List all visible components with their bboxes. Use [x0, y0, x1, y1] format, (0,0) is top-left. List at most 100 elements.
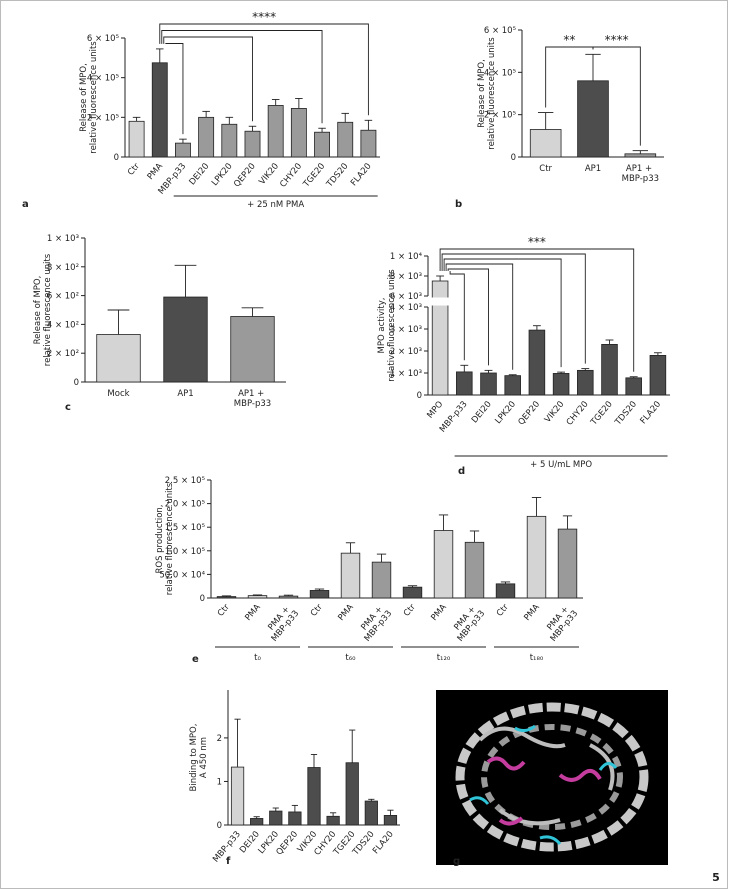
- y-tick-label: 3 × 10³: [390, 325, 422, 335]
- bar: [456, 371, 473, 396]
- bar: [495, 583, 516, 599]
- y-tick-label: 4 × 10⁵: [87, 74, 119, 84]
- y-tick-label: 0: [417, 391, 422, 401]
- axis-break: [429, 297, 671, 306]
- helix-ring: [481, 724, 623, 830]
- x-tick-label: PMA + MBP-p33: [355, 603, 394, 644]
- bar: [269, 810, 283, 826]
- panel-letter: a: [22, 199, 29, 210]
- x-tick-label: Ctr: [126, 161, 142, 178]
- bar: [230, 316, 275, 383]
- x-tick-label: AP1: [177, 389, 193, 399]
- x-tick-label: LPK20: [210, 162, 235, 189]
- x-tick-label: FLA20: [371, 830, 396, 857]
- x-tick-label: LPK20: [493, 400, 518, 427]
- x-tick-label: MPO: [425, 399, 445, 420]
- y-axis-label: Binding to MPO,: [189, 724, 199, 792]
- bar: [309, 590, 330, 599]
- bar: [151, 62, 168, 158]
- y-tick-label: 2 × 10³: [390, 347, 422, 357]
- bar: [528, 329, 546, 396]
- y-tick-label: 0: [200, 594, 205, 604]
- x-tick-label: CHY20: [278, 162, 304, 190]
- x-tick-label: DEI20: [470, 400, 494, 426]
- y-tick-label: 2 × 10²: [47, 349, 79, 359]
- y-axis-label: Release of MPO,: [79, 63, 89, 132]
- bar: [96, 334, 141, 383]
- x-tick-label: TGE20: [301, 162, 327, 191]
- bar: [163, 296, 208, 383]
- x-tick-label: Ctr: [402, 602, 418, 619]
- bar: [314, 131, 330, 158]
- y-axis-label: relative fluorescence units: [487, 37, 497, 150]
- x-tick-label: Mock: [107, 389, 129, 399]
- bar: [625, 377, 642, 396]
- bar: [577, 80, 609, 158]
- x-tick-label: PMA + MBP-p33: [541, 603, 580, 644]
- y-axis-label: relative fluorescence units: [89, 41, 99, 154]
- bar: [278, 595, 299, 599]
- bar: [464, 541, 485, 599]
- x-tick-label: QEP20: [232, 162, 258, 190]
- x-tick-label: PMA: [146, 161, 166, 182]
- bar: [267, 105, 284, 158]
- x-tick-label: TGE20: [589, 400, 615, 429]
- structure-image: [436, 690, 668, 865]
- y-axis-label: ROS production,: [155, 504, 165, 573]
- bar: [340, 552, 361, 599]
- significance-bracket: [159, 23, 369, 116]
- y-tick-label: 1 × 10⁴: [390, 252, 423, 262]
- bar: [364, 800, 378, 826]
- bar: [221, 123, 238, 158]
- significance-bracket: [441, 253, 586, 364]
- significance-bracket: [592, 46, 641, 146]
- y-tick-label: 8 × 10³: [390, 272, 422, 282]
- figure-number: 5: [712, 871, 720, 884]
- significance-label: **: [563, 33, 575, 47]
- y-tick-label: 6 × 10⁵: [484, 26, 516, 36]
- x-tick-label: Ctr: [309, 602, 325, 619]
- x-tick-label: VIK20: [543, 400, 567, 425]
- bar: [360, 129, 377, 158]
- bar: [526, 515, 547, 599]
- bar: [326, 815, 340, 826]
- x-tick-label: DEI20: [188, 162, 212, 188]
- bar: [288, 811, 302, 826]
- x-tick-label: CHY20: [565, 400, 591, 428]
- group-label: t₁₈₀: [530, 653, 544, 663]
- bar: [624, 153, 657, 158]
- y-axis-label: relative fluorescence units: [43, 253, 53, 366]
- y-tick-label: 1.0 × 10⁵: [165, 547, 205, 557]
- y-axis-label: Release of MPO,: [33, 276, 43, 345]
- y-tick-label: 0: [114, 153, 119, 163]
- x-tick-label: FLA20: [639, 400, 664, 427]
- bar: [244, 130, 261, 158]
- bar: [552, 373, 570, 396]
- y-tick-label: 2 × 10⁵: [484, 111, 516, 121]
- group-label: t₁₂₀: [437, 653, 451, 663]
- image-background: [436, 690, 668, 865]
- bar: [371, 561, 392, 599]
- y-tick-label: 2.0 × 10⁵: [165, 500, 205, 510]
- significance-bracket: [447, 268, 489, 366]
- x-tick-label: Ctr: [539, 164, 552, 174]
- x-tick-label: PMA: [336, 602, 356, 623]
- x-tick-label: PMA + MBP-p33: [448, 603, 487, 644]
- y-tick-label: 2: [217, 734, 222, 744]
- y-tick-label: 0: [217, 821, 222, 831]
- y-tick-label: 4 × 10⁵: [484, 68, 516, 78]
- y-tick-label: 6 × 10²: [47, 292, 79, 302]
- helix-ring: [455, 702, 649, 852]
- y-tick-label: 4 × 10³: [390, 303, 422, 313]
- group-label: t₆₀: [345, 653, 356, 663]
- x-tick-label: FLA20: [349, 162, 374, 189]
- x-tick-label: AP1 + MBP-p33: [234, 389, 271, 409]
- x-tick-label: PMA: [522, 602, 542, 623]
- group-label: + 5 U/mL MPO: [530, 460, 592, 470]
- panel-letter: f: [226, 856, 231, 867]
- bar: [601, 343, 618, 396]
- bar: [504, 375, 521, 396]
- peptide: [486, 756, 602, 826]
